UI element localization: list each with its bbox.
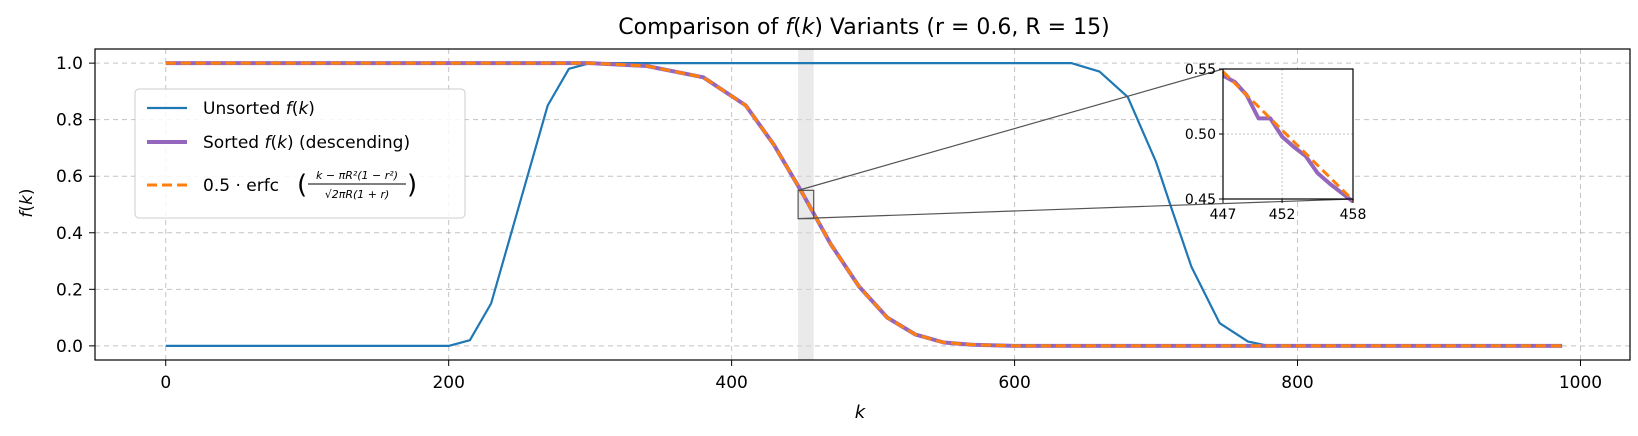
legend-formula-numerator: k − πR²(1 − r²) [316,169,398,182]
inset-x-tick-label: 452 [1269,207,1296,223]
series-layer [165,61,1563,348]
plot-frame [94,48,1631,361]
inset-y-tick-label: 0.45 [1185,192,1216,208]
zoom-indicator-layer [797,68,1354,220]
inset-zoom-plot: 447 452 458 0.45 0.50 0.55 [1185,62,1367,223]
x-tick-label: 600 [998,373,1030,393]
x-tick-label: 400 [715,373,747,393]
legend-label-erfc: 0.5 · erfc [203,176,279,196]
highlight-band-layer [798,49,814,360]
inset-x-tick-label: 447 [1210,207,1237,223]
highlight-band [798,49,814,360]
inset-y-tick-label: 0.55 [1185,62,1216,78]
legend-paren-close: ) [407,170,417,200]
x-tick-label: 800 [1281,373,1313,393]
axes-layer [94,48,1631,361]
y-tick-label: 0.4 [56,224,83,244]
y-tick-label: 1.0 [56,54,83,74]
legend: Unsorted f(k) Sorted f(k) (descending) 0… [134,88,466,219]
legend-frame [134,88,466,219]
x-tick-label: 0 [160,373,171,393]
inset-ticks: 447 452 458 0.45 0.50 0.55 [1185,62,1367,223]
inset-series [1221,70,1355,204]
y-tick-label: 0.6 [56,167,83,187]
inset-erfc-line [1221,70,1355,202]
zoom-connector-bottom [798,198,1354,220]
series-erfc-line [165,61,1563,348]
legend-label-unsorted: Unsorted f(k) [203,99,315,119]
x-tick-label: 200 [432,373,464,393]
inset-y-tick-label: 0.50 [1185,127,1216,143]
inset-x-tick-label: 458 [1340,207,1367,223]
legend-paren-open: ( [297,170,307,200]
series-unsorted-line [165,61,1563,347]
x-axis-label: k [855,402,867,423]
legend-label-sorted: Sorted f(k) (descending) [203,133,410,153]
x-tick-label: 1000 [1559,373,1602,393]
zoom-connector-top [797,68,1224,191]
y-tick-label: 0.8 [56,111,83,131]
y-axis-label: f(k) [17,188,37,217]
legend-formula-denominator: √2πR(1 + r) [325,188,390,201]
tick-layer: 0 200 400 600 800 1000 0.0 0.2 0.4 0.6 0.8 1.0 [56,54,1602,393]
y-tick-label: 0.0 [56,337,83,357]
chart-title: Comparison of f(k) Variants (r = 0.6, R … [618,15,1109,40]
y-tick-label: 0.2 [56,280,83,300]
